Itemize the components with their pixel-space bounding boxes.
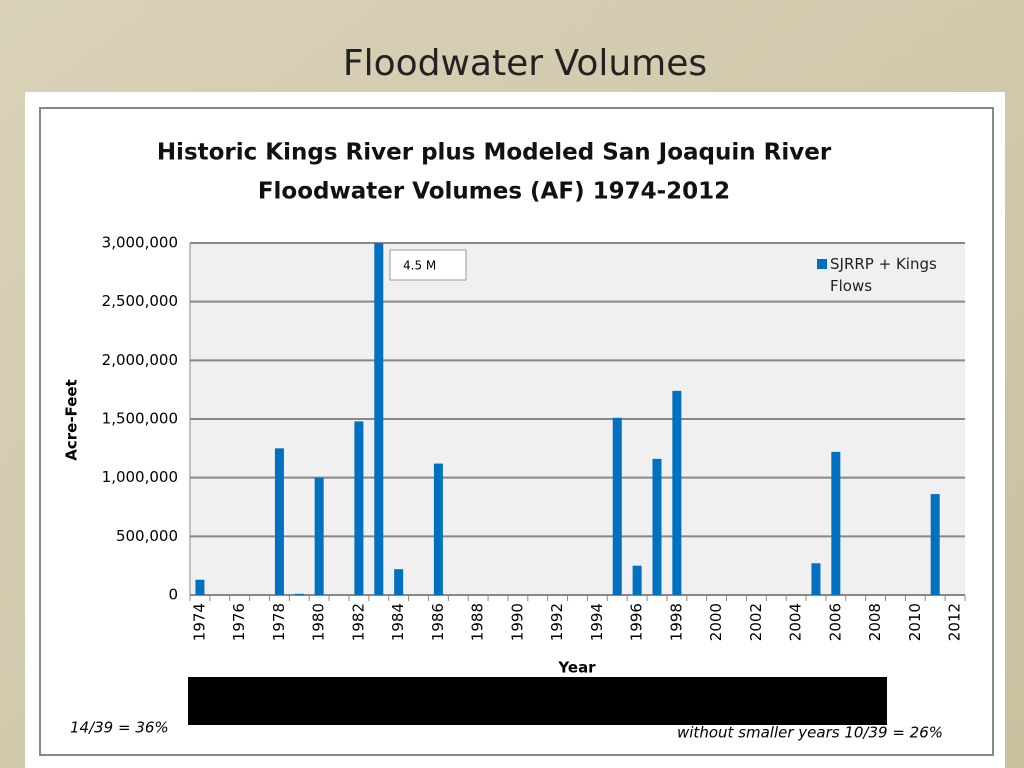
y-tick-label: 0 (168, 586, 178, 604)
y-axis-label: Acre-Feet (63, 379, 81, 460)
x-tick-label: 1984 (389, 603, 407, 641)
y-tick-label: 500,000 (116, 527, 178, 545)
x-tick-label: 2000 (707, 603, 725, 641)
x-tick-label: 1974 (190, 603, 208, 641)
bar (652, 458, 662, 595)
annotation: without smaller years 10/39 = 26% (677, 724, 943, 742)
x-tick-label: 1998 (667, 603, 685, 641)
redaction (188, 677, 887, 725)
x-tick-label: 1992 (548, 603, 566, 641)
bar (930, 494, 940, 595)
bar (195, 579, 205, 595)
x-tick-label: 1986 (429, 603, 447, 641)
bar (612, 417, 622, 595)
bar (374, 243, 384, 595)
x-tick-label: 1980 (310, 603, 328, 641)
bar (354, 421, 364, 595)
x-tick-label: 1994 (588, 603, 606, 641)
bar (394, 569, 404, 595)
bars (195, 243, 940, 595)
bar (811, 563, 821, 595)
bar (831, 451, 841, 595)
x-tick-label: 1996 (628, 603, 646, 641)
bar (274, 448, 284, 595)
annotation: 4.5 M (403, 259, 436, 273)
bar (672, 390, 682, 595)
x-tick-label: 2006 (826, 603, 844, 641)
x-tick-label: 1978 (270, 603, 288, 641)
annotation: 14/39 = 36% (70, 719, 169, 737)
y-tick-label: 1,500,000 (102, 410, 178, 428)
y-tick-label: 1,000,000 (102, 468, 178, 486)
x-tick-label: 2004 (787, 603, 805, 641)
y-tick-label: 2,500,000 (102, 292, 178, 310)
plot: 0 500,000 1,000,000 1,500,000 2,000,000 2,500… (102, 234, 966, 641)
x-tick-label: 2012 (946, 603, 964, 641)
chart-title: Floodwater Volumes (AF) 1974-2012 (258, 179, 730, 205)
bar (294, 593, 304, 595)
legend-swatch (817, 259, 827, 269)
bar (433, 463, 443, 595)
x-tick-label: 1982 (349, 603, 367, 641)
bar (314, 477, 324, 595)
bar (632, 565, 642, 595)
x-tick-label: 2008 (866, 603, 884, 641)
x-tick-label: 1988 (469, 603, 487, 641)
x-tick-label: 1990 (508, 603, 526, 641)
x-tick-label: 2010 (906, 603, 924, 641)
chart-title: Historic Kings River plus Modeled San Jo… (157, 140, 832, 166)
x-axis-label: Year (557, 659, 596, 677)
legend-label: SJRRP + Kings Flows (830, 255, 937, 295)
annotation-box (389, 249, 467, 281)
legend: SJRRP + Kings Flows (830, 255, 937, 295)
y-tick-label: 2,000,000 (102, 351, 178, 369)
x-tick-label: 2002 (747, 603, 765, 641)
slide-title: Floodwater Volumes (343, 43, 707, 84)
y-tick-label: 3,000,000 (102, 234, 178, 252)
x-tick-label: 1976 (230, 603, 248, 641)
